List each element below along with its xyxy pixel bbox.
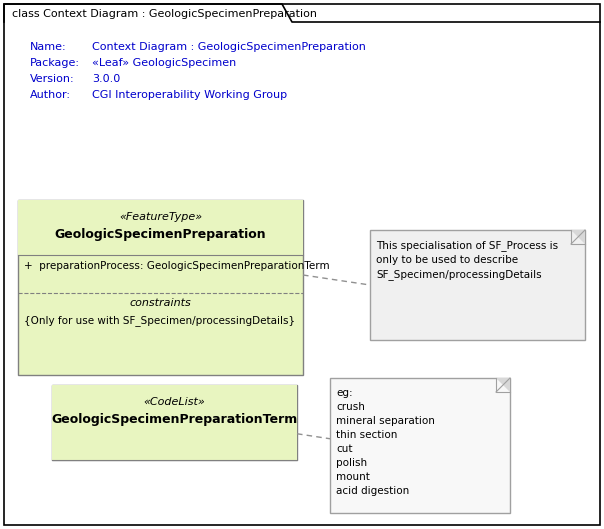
Text: Name:: Name: [30,42,66,52]
Text: «FeatureType»: «FeatureType» [119,212,202,222]
Bar [18,200,303,375]
Bar [330,378,510,513]
Bar [370,230,585,340]
Bar [52,385,297,460]
Text: GeologicSpecimenPreparationTerm: GeologicSpecimenPreparationTerm [51,413,298,426]
Text: {Only for use with SF_Specimen/processingDetails}: {Only for use with SF_Specimen/processin… [24,315,295,326]
Bar [52,385,297,460]
Text: Context Diagram : GeologicSpecimenPreparation: Context Diagram : GeologicSpecimenPrepar… [92,42,366,52]
Text: GeologicSpecimenPreparation: GeologicSpecimenPreparation [55,228,266,241]
Text: This specialisation of SF_Process is
only to be used to describe
SF_Specimen/pro: This specialisation of SF_Process is onl… [376,240,558,280]
Text: class Context Diagram : GeologicSpecimenPreparation: class Context Diagram : GeologicSpecimen… [12,9,317,19]
Text: 3.0.0: 3.0.0 [92,74,120,84]
Text: CGI Interoperability Working Group: CGI Interoperability Working Group [92,90,287,100]
Text: +  preparationProcess: GeologicSpecimenPreparationTerm: + preparationProcess: GeologicSpecimenPr… [24,261,330,271]
Text: eg:
crush
mineral separation
thin section
cut
polish
mount
acid digestion: eg: crush mineral separation thin sectio… [336,388,435,496]
Text: constraints: constraints [130,298,191,308]
Polygon shape [571,230,585,244]
Polygon shape [571,230,585,244]
Bar [18,200,303,255]
Polygon shape [496,378,510,392]
Text: Author:: Author: [30,90,71,100]
Text: «CodeList»: «CodeList» [144,397,205,407]
Text: Package:: Package: [30,58,80,68]
Text: Version:: Version: [30,74,75,84]
Text: «Leaf» GeologicSpecimen: «Leaf» GeologicSpecimen [92,58,236,68]
Polygon shape [496,378,510,392]
